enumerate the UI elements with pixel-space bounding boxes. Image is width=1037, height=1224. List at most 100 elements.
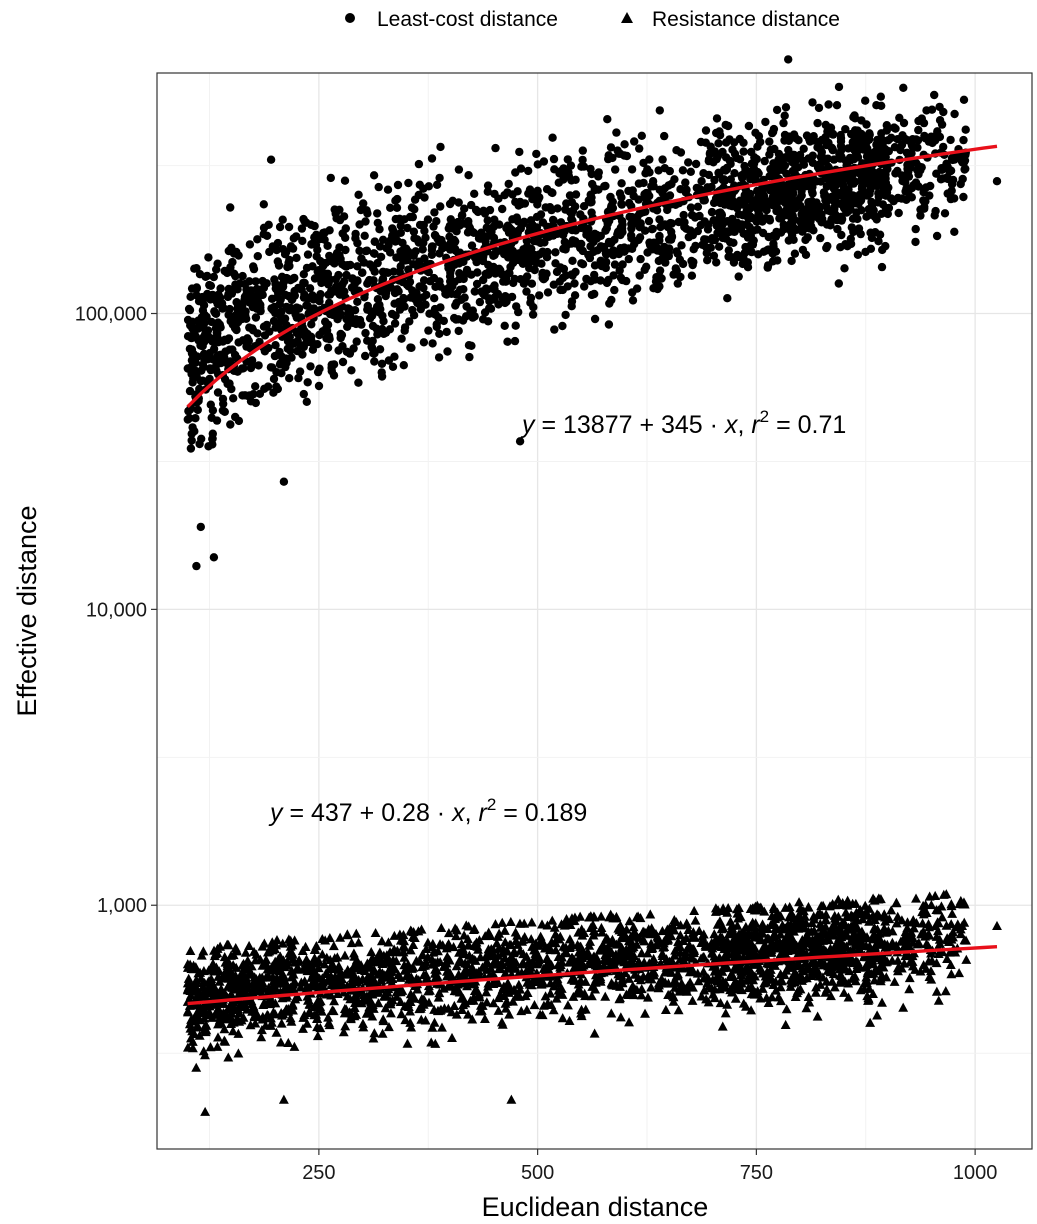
resistance-point (946, 934, 957, 944)
least-cost-point (932, 169, 941, 178)
least-cost-point (568, 225, 577, 235)
least-cost-point (361, 217, 370, 226)
resistance-point (548, 981, 559, 991)
least-cost-point (251, 277, 260, 286)
resistance-point (946, 969, 957, 979)
least-cost-point (851, 140, 860, 149)
least-cost-point (427, 154, 437, 163)
resistance-point (775, 969, 786, 979)
least-cost-point (519, 279, 529, 288)
resistance-point (933, 995, 944, 1005)
least-cost-point (467, 200, 476, 210)
least-cost-point (439, 316, 448, 326)
least-cost-point (433, 234, 442, 243)
resistance-point (405, 945, 416, 955)
least-cost-point (234, 251, 243, 260)
least-cost-point (245, 323, 254, 332)
resistance-point (773, 992, 784, 1002)
least-cost-point (414, 238, 423, 247)
least-cost-point (191, 358, 200, 367)
resistance-point (548, 1005, 559, 1015)
least-cost-point (331, 308, 341, 317)
least-cost-point (635, 233, 645, 242)
least-cost-point (454, 198, 463, 207)
resistance-point (310, 944, 321, 954)
least-cost-point (630, 137, 639, 146)
least-cost-point (882, 121, 891, 130)
least-cost-point (384, 241, 393, 250)
resistance-point (333, 964, 344, 974)
least-cost-point (427, 242, 437, 251)
resistance-point (643, 992, 653, 1002)
least-cost-point (709, 198, 719, 208)
resistance-point (384, 1021, 394, 1032)
resistance-point (931, 958, 942, 968)
resistance-point (529, 1000, 540, 1010)
resistance-point (535, 931, 546, 941)
least-cost-point (784, 55, 793, 64)
least-cost-point (765, 137, 774, 146)
least-cost-point (664, 251, 673, 261)
resistance-point (660, 977, 671, 987)
least-cost-point (289, 234, 298, 243)
resistance-point (515, 918, 525, 928)
resistance-point (538, 1000, 549, 1010)
resistance-point (325, 954, 336, 964)
resistance-point (188, 1014, 199, 1024)
least-cost-point (758, 201, 767, 210)
resistance-point (257, 1014, 268, 1024)
resistance-point (380, 991, 391, 1001)
resistance-point (675, 963, 686, 973)
least-cost-point (936, 175, 946, 184)
least-cost-point (935, 132, 945, 142)
least-cost-point (232, 325, 241, 335)
resistance-point (346, 938, 357, 948)
least-cost-point (590, 261, 600, 270)
resistance-point (703, 997, 714, 1007)
least-cost-point (206, 281, 216, 290)
resistance-point (820, 921, 831, 931)
least-cost-point (392, 203, 402, 212)
least-cost-point (436, 202, 445, 211)
resistance-point (868, 988, 878, 999)
least-cost-point (686, 167, 695, 176)
resistance-point (935, 938, 945, 948)
least-cost-point (443, 347, 452, 356)
resistance-point (505, 939, 516, 949)
least-cost-point (445, 232, 454, 241)
least-cost-point (455, 285, 465, 294)
least-cost-point (484, 260, 493, 270)
least-cost-point (276, 295, 285, 304)
least-cost-point (303, 378, 312, 387)
resistance-point (447, 1032, 457, 1043)
resistance-point (933, 948, 944, 958)
resistance-point (526, 980, 537, 990)
least-cost-point (935, 102, 944, 112)
resistance-point (843, 992, 854, 1002)
least-cost-point (532, 258, 541, 268)
least-cost-point (874, 189, 883, 198)
resistance-point (512, 930, 523, 940)
resistance-point (807, 938, 818, 948)
resistance-point (648, 953, 659, 964)
least-cost-point (754, 169, 763, 178)
resistance-point (304, 999, 315, 1009)
resistance-point (785, 919, 796, 929)
resistance-point (362, 959, 373, 969)
resistance-point (707, 948, 718, 958)
least-cost-point (269, 388, 278, 397)
resistance-point (688, 927, 699, 937)
least-cost-point (277, 316, 286, 325)
resistance-point (717, 922, 728, 932)
least-cost-point (373, 209, 382, 218)
least-cost-point (678, 166, 688, 175)
least-cost-point (323, 343, 333, 352)
resistance-point (851, 934, 862, 944)
least-cost-point (571, 175, 580, 184)
resistance-point (452, 986, 463, 996)
resistance-point (367, 1011, 378, 1021)
resistance-point (947, 908, 958, 918)
resistance-point (335, 932, 346, 942)
resistance-point (329, 996, 340, 1006)
least-cost-point (655, 266, 665, 275)
